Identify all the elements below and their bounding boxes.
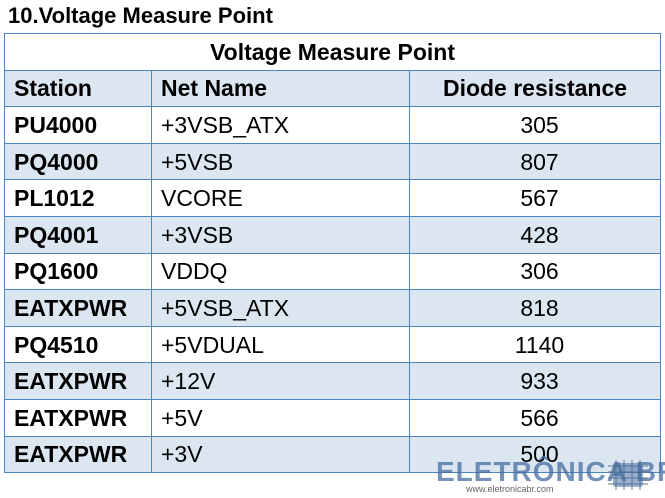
- table-row: PQ4510 +5VDUAL 1140: [4, 325, 662, 364]
- station-cell: EATXPWR: [4, 398, 152, 437]
- net-name-cell: +5VSB: [151, 142, 410, 181]
- station-cell: PQ4510: [4, 325, 152, 364]
- table-row: EATXPWR +12V 933: [4, 362, 662, 400]
- station-cell: EATXPWR: [4, 289, 152, 327]
- station-cell: EATXPWR: [4, 435, 152, 474]
- diode-resistance-cell: 306: [408, 252, 662, 291]
- document-heading: 10.Voltage Measure Point: [8, 3, 273, 28]
- diode-resistance-cell: 567: [408, 179, 662, 217]
- diode-resistance-cell: 566: [408, 398, 662, 437]
- net-name-cell: +12V: [151, 362, 410, 400]
- table-row: PQ4000 +5VSB 807: [4, 142, 662, 181]
- net-name-cell: +3VSB: [151, 215, 410, 254]
- column-header-net-name: Net Name: [151, 69, 410, 108]
- table-row: PU4000 +3VSB_ATX 305: [4, 106, 662, 144]
- table-header-row: Station Net Name Diode resistance: [4, 69, 662, 108]
- table-row: EATXPWR +5V 566: [4, 398, 662, 437]
- diode-resistance-cell: 933: [408, 362, 662, 400]
- net-name-cell: VDDQ: [151, 252, 410, 291]
- station-cell: EATXPWR: [4, 362, 152, 400]
- table-row: PQ4001 +3VSB 428: [4, 215, 662, 254]
- table-row: EATXPWR +3V 500: [4, 435, 662, 474]
- station-cell: PQ4001: [4, 215, 152, 254]
- watermark-url: www.eletronicabr.com: [466, 484, 554, 494]
- station-cell: PU4000: [4, 106, 152, 144]
- voltage-measure-table: Voltage Measure Point Station Net Name D…: [3, 33, 662, 474]
- diode-resistance-cell: 305: [408, 106, 662, 144]
- net-name-cell: VCORE: [151, 179, 410, 217]
- column-header-station: Station: [4, 69, 152, 108]
- diode-resistance-cell: 818: [408, 289, 662, 327]
- net-name-cell: +5VDUAL: [151, 325, 410, 364]
- diode-resistance-cell: 500: [408, 435, 662, 474]
- table-title-row: Voltage Measure Point: [3, 33, 662, 71]
- column-header-diode-resistance: Diode resistance: [408, 69, 662, 108]
- table-row: PQ1600 VDDQ 306: [4, 252, 662, 291]
- net-name-cell: +3VSB_ATX: [151, 106, 410, 144]
- net-name-cell: +5VSB_ATX: [151, 289, 410, 327]
- station-cell: PQ1600: [4, 252, 152, 291]
- table-row: PL1012 VCORE 567: [4, 179, 662, 217]
- station-cell: PL1012: [4, 179, 152, 217]
- table-row: EATXPWR +5VSB_ATX 818: [4, 289, 662, 327]
- diode-resistance-cell: 1140: [408, 325, 662, 364]
- net-name-cell: +3V: [151, 435, 410, 474]
- table-title: Voltage Measure Point: [3, 33, 662, 71]
- diode-resistance-cell: 807: [408, 142, 662, 181]
- diode-resistance-cell: 428: [408, 215, 662, 254]
- net-name-cell: +5V: [151, 398, 410, 437]
- station-cell: PQ4000: [4, 142, 152, 181]
